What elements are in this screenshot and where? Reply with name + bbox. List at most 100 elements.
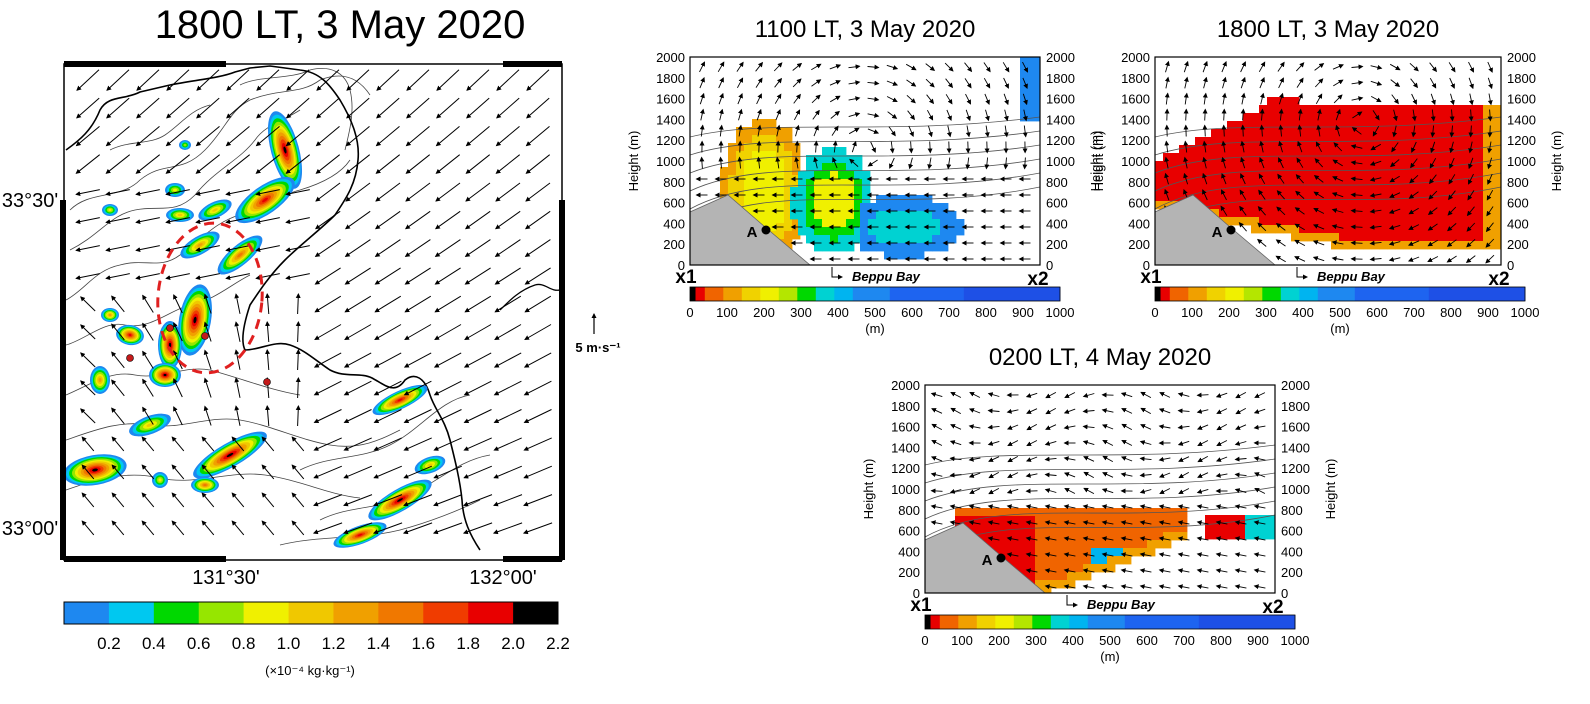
field-cell xyxy=(1459,153,1468,162)
flow-vector xyxy=(969,488,981,494)
field-cell xyxy=(1123,548,1132,557)
field-cell xyxy=(1147,508,1156,517)
field-cell xyxy=(1499,233,1501,242)
field-cell xyxy=(1291,105,1300,114)
field-cell xyxy=(1027,540,1036,549)
flow-vector xyxy=(1063,456,1076,462)
field-cell xyxy=(1115,524,1124,533)
site-marker xyxy=(166,324,174,332)
flow-vector xyxy=(1003,109,1009,122)
field-cell xyxy=(806,187,815,196)
field-cell xyxy=(1227,169,1236,178)
field-cell xyxy=(1363,185,1372,194)
flow-vector xyxy=(1253,536,1266,542)
field-cell xyxy=(1299,169,1308,178)
field-cell xyxy=(1379,169,1388,178)
wind-vector xyxy=(464,239,491,257)
flow-vector xyxy=(1006,552,1019,558)
field-cell xyxy=(1299,233,1308,242)
wind-vector xyxy=(225,154,251,174)
field-cell xyxy=(744,167,753,176)
wind-vector xyxy=(166,97,190,119)
field-cell xyxy=(822,235,831,244)
field-cell xyxy=(1307,177,1316,186)
field-cell xyxy=(1035,556,1044,565)
flow-vector xyxy=(1427,256,1439,262)
field-cell xyxy=(1187,177,1196,186)
field-cell xyxy=(862,171,871,180)
field-cell xyxy=(830,195,839,204)
flow-vector xyxy=(1388,224,1401,230)
field-cell xyxy=(1275,177,1284,186)
field-cell xyxy=(744,151,753,160)
field-cell xyxy=(854,219,863,228)
field-cell xyxy=(1499,225,1501,234)
field-cell xyxy=(1307,161,1316,170)
colorbar-tick-label: 1.4 xyxy=(367,634,391,653)
field-cell xyxy=(1283,129,1292,138)
wind-vector xyxy=(203,377,212,398)
flow-vector xyxy=(1007,472,1019,478)
wind-vector xyxy=(291,492,305,508)
flow-vector xyxy=(927,157,933,170)
y-tick-label: 0 xyxy=(913,586,920,601)
flow-vector xyxy=(889,141,895,154)
flow-vector xyxy=(1391,142,1399,153)
field-cell xyxy=(1269,531,1275,540)
field-cell xyxy=(1131,524,1140,533)
contour-line xyxy=(1155,144,1501,174)
moisture-patch xyxy=(108,208,112,212)
flow-vector xyxy=(795,124,800,137)
flow-vector xyxy=(1045,424,1057,430)
colorbar-tick-label: 100 xyxy=(716,305,738,320)
field-cell xyxy=(1235,193,1244,202)
wind-vector xyxy=(136,97,160,119)
flow-vector xyxy=(927,141,933,154)
flow-vector xyxy=(1044,472,1057,478)
flow-vector xyxy=(1259,76,1265,89)
field-cell xyxy=(1363,161,1372,170)
flow-vector xyxy=(1158,552,1171,558)
field-cell xyxy=(1003,548,1012,557)
field-cell xyxy=(768,119,777,128)
field-cell xyxy=(979,516,988,525)
colorbar-swatch xyxy=(958,615,978,629)
flow-vector xyxy=(1388,208,1401,214)
field-cell xyxy=(1395,209,1404,218)
flow-vector xyxy=(1177,424,1190,430)
field-cell xyxy=(1379,113,1388,122)
flow-vector xyxy=(1388,256,1401,262)
flow-vector xyxy=(1352,111,1363,119)
colorbar-tick-label: 400 xyxy=(1062,633,1084,648)
field-cell xyxy=(1259,225,1268,234)
wind-vector xyxy=(494,324,522,340)
field-cell xyxy=(1203,193,1212,202)
flow-vector xyxy=(1196,520,1209,526)
flow-vector xyxy=(867,128,880,134)
flow-vector xyxy=(908,157,914,170)
field-cell xyxy=(1475,177,1484,186)
colorbar-swatch xyxy=(243,602,289,624)
y-tick-label: 1600 xyxy=(656,92,685,107)
contour-line xyxy=(1155,130,1501,156)
lat-tick-label: 33°00' xyxy=(2,518,58,540)
flow-vector xyxy=(1158,408,1171,414)
field-cell xyxy=(1411,241,1420,250)
y-tick-label: 400 xyxy=(1507,216,1529,231)
flow-vector xyxy=(775,124,781,137)
flow-vector xyxy=(1409,174,1419,184)
wind-vector xyxy=(105,189,130,197)
field-cell xyxy=(1043,508,1052,517)
wind-vector xyxy=(524,267,551,285)
flow-vector xyxy=(927,109,934,121)
wind-vector xyxy=(201,492,215,508)
field-cell xyxy=(1195,177,1204,186)
flow-vector xyxy=(987,408,1000,414)
flow-vector xyxy=(1177,392,1190,398)
field-cell xyxy=(1315,193,1324,202)
field-cell xyxy=(876,219,885,228)
field-cell xyxy=(1419,153,1428,162)
field-cell xyxy=(1267,137,1276,146)
field-cell xyxy=(806,235,815,244)
field-cell xyxy=(1459,225,1468,234)
